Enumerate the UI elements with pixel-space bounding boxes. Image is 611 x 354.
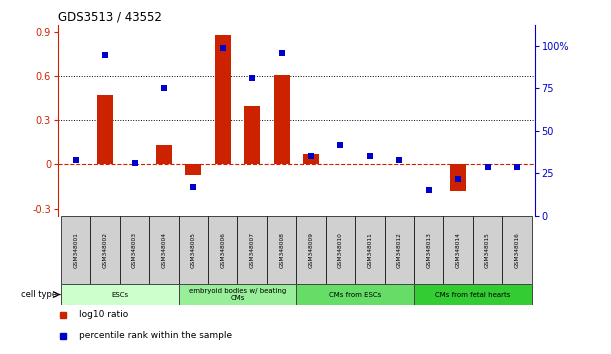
Bar [473, 216, 502, 284]
Text: GSM348011: GSM348011 [367, 232, 372, 268]
Point [188, 184, 198, 190]
Bar [97, 95, 113, 165]
Bar [384, 216, 414, 284]
Text: GSM348004: GSM348004 [161, 232, 166, 268]
Bar [244, 105, 260, 165]
Point [218, 45, 228, 51]
Bar [296, 216, 326, 284]
Point [130, 160, 139, 166]
Bar [450, 165, 466, 191]
Text: GSM348009: GSM348009 [309, 232, 313, 268]
Bar [444, 216, 473, 284]
Bar [303, 154, 319, 165]
Point [247, 75, 257, 81]
Text: GSM348001: GSM348001 [73, 232, 78, 268]
Text: log10 ratio: log10 ratio [79, 310, 129, 319]
Bar [156, 145, 172, 165]
Point [424, 188, 434, 193]
Point [159, 86, 169, 91]
Text: GSM348002: GSM348002 [103, 232, 108, 268]
Bar [414, 284, 532, 305]
Point [277, 50, 287, 56]
Text: GSM348003: GSM348003 [132, 232, 137, 268]
Text: GSM348013: GSM348013 [426, 232, 431, 268]
Point [512, 164, 522, 170]
Point [453, 176, 463, 181]
Text: GSM348014: GSM348014 [456, 232, 461, 268]
Bar [178, 284, 296, 305]
Bar [326, 216, 355, 284]
Text: CMs from fetal hearts: CMs from fetal hearts [435, 292, 511, 297]
Point [71, 157, 81, 163]
Text: GDS3513 / 43552: GDS3513 / 43552 [58, 11, 162, 24]
Bar [208, 216, 238, 284]
Bar [185, 165, 202, 175]
Point [100, 52, 110, 57]
Bar [120, 216, 149, 284]
Text: embryoid bodies w/ beating
CMs: embryoid bodies w/ beating CMs [189, 288, 286, 301]
Bar [149, 216, 178, 284]
Text: ESCs: ESCs [111, 292, 128, 297]
Bar [267, 216, 296, 284]
Text: GSM348008: GSM348008 [279, 232, 284, 268]
Text: CMs from ESCs: CMs from ESCs [329, 292, 381, 297]
Text: cell type: cell type [21, 290, 57, 299]
Bar [274, 75, 290, 165]
Point [483, 164, 492, 170]
Text: GSM348015: GSM348015 [485, 232, 490, 268]
Text: GSM348010: GSM348010 [338, 232, 343, 268]
Bar [61, 216, 90, 284]
Bar [61, 284, 178, 305]
Text: GSM348016: GSM348016 [514, 232, 519, 268]
Bar [414, 216, 444, 284]
Text: GSM348005: GSM348005 [191, 232, 196, 268]
Text: GSM348012: GSM348012 [397, 232, 402, 268]
Text: percentile rank within the sample: percentile rank within the sample [79, 331, 233, 340]
Bar [502, 216, 532, 284]
Point [365, 154, 375, 159]
Text: GSM348006: GSM348006 [221, 232, 225, 268]
Text: GSM348007: GSM348007 [250, 232, 255, 268]
Bar [178, 216, 208, 284]
Point [335, 142, 345, 147]
Bar [238, 216, 267, 284]
Point [306, 154, 316, 159]
Bar [296, 284, 414, 305]
Point [395, 157, 404, 163]
Bar [214, 35, 231, 165]
Bar [90, 216, 120, 284]
Bar [355, 216, 384, 284]
